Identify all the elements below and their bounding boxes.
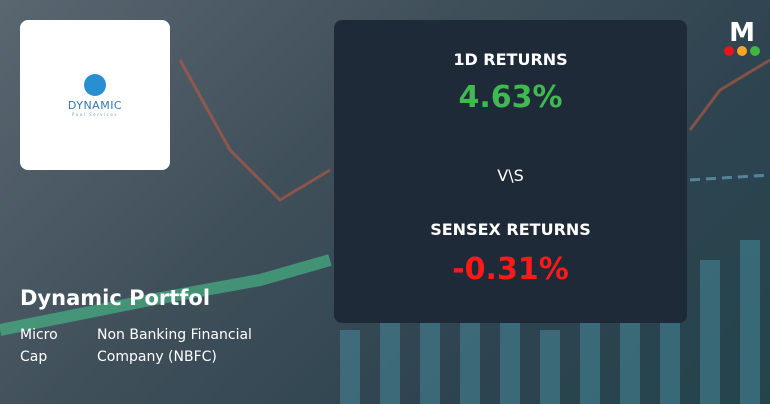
- returns-value: 4.63%: [458, 80, 563, 115]
- logo-text: DYNAMIC: [67, 98, 123, 112]
- green-dot-icon: [750, 46, 760, 56]
- index-returns-value: -0.31%: [452, 252, 569, 287]
- vs-label: V\S: [497, 166, 524, 185]
- company-name: Dynamic Portfol: [20, 286, 211, 310]
- pool-logo-icon: [84, 73, 106, 96]
- sector-line-1: Non Banking Financial: [97, 327, 252, 343]
- brand-letter: M: [729, 18, 755, 48]
- returns-panel: 1D RETURNS 4.63% V\S SENSEX RETURNS -0.3…: [334, 20, 687, 323]
- market-cap: Micro Cap: [20, 324, 58, 368]
- sector: Non Banking Financial Company (NBFC): [97, 324, 252, 368]
- cap-line-2: Cap: [20, 349, 48, 365]
- sector-line-2: Company (NBFC): [97, 349, 217, 365]
- cap-line-1: Micro: [20, 327, 58, 343]
- company-logo: DYNAMIC Pool Services: [20, 20, 170, 170]
- returns-label: 1D RETURNS: [453, 50, 568, 69]
- orange-dot-icon: [737, 46, 747, 56]
- red-dot-icon: [724, 46, 734, 56]
- logo-subtext: Pool Services: [72, 111, 118, 117]
- brand-logo: M: [724, 18, 760, 56]
- index-returns-label: SENSEX RETURNS: [430, 220, 591, 239]
